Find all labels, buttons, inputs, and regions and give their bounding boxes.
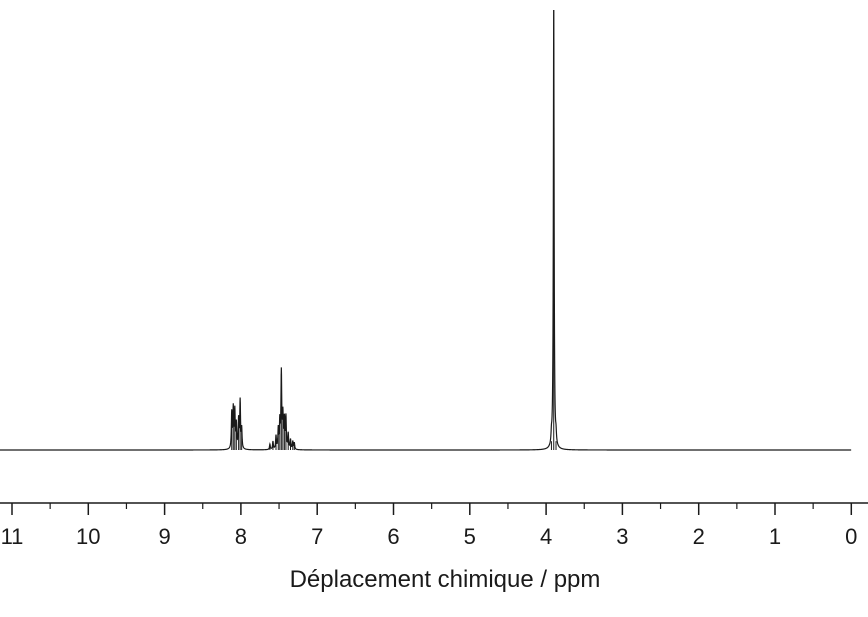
x-tick-label: 10 — [76, 524, 100, 549]
x-tick-label: 2 — [693, 524, 705, 549]
x-axis-title: Déplacement chimique / ppm — [290, 566, 601, 593]
x-tick-label: 3 — [616, 524, 628, 549]
x-tick-label: 6 — [387, 524, 399, 549]
x-axis: 11 10 9 8 7 6 5 4 3 2 1 0 — [0, 502, 868, 549]
x-tick-label: 7 — [311, 524, 323, 549]
spectrum-layer — [0, 9, 852, 451]
x-tick-label: 1 — [769, 524, 781, 549]
x-tick-label: 9 — [158, 524, 170, 549]
spectrum-line — [0, 9, 852, 451]
x-tick-label: 8 — [235, 524, 247, 549]
x-tick-label: 4 — [540, 524, 552, 549]
x-tick-label: 11 — [1, 524, 24, 549]
x-tick-label: 0 — [845, 524, 857, 549]
x-tick-label: 5 — [464, 524, 476, 549]
